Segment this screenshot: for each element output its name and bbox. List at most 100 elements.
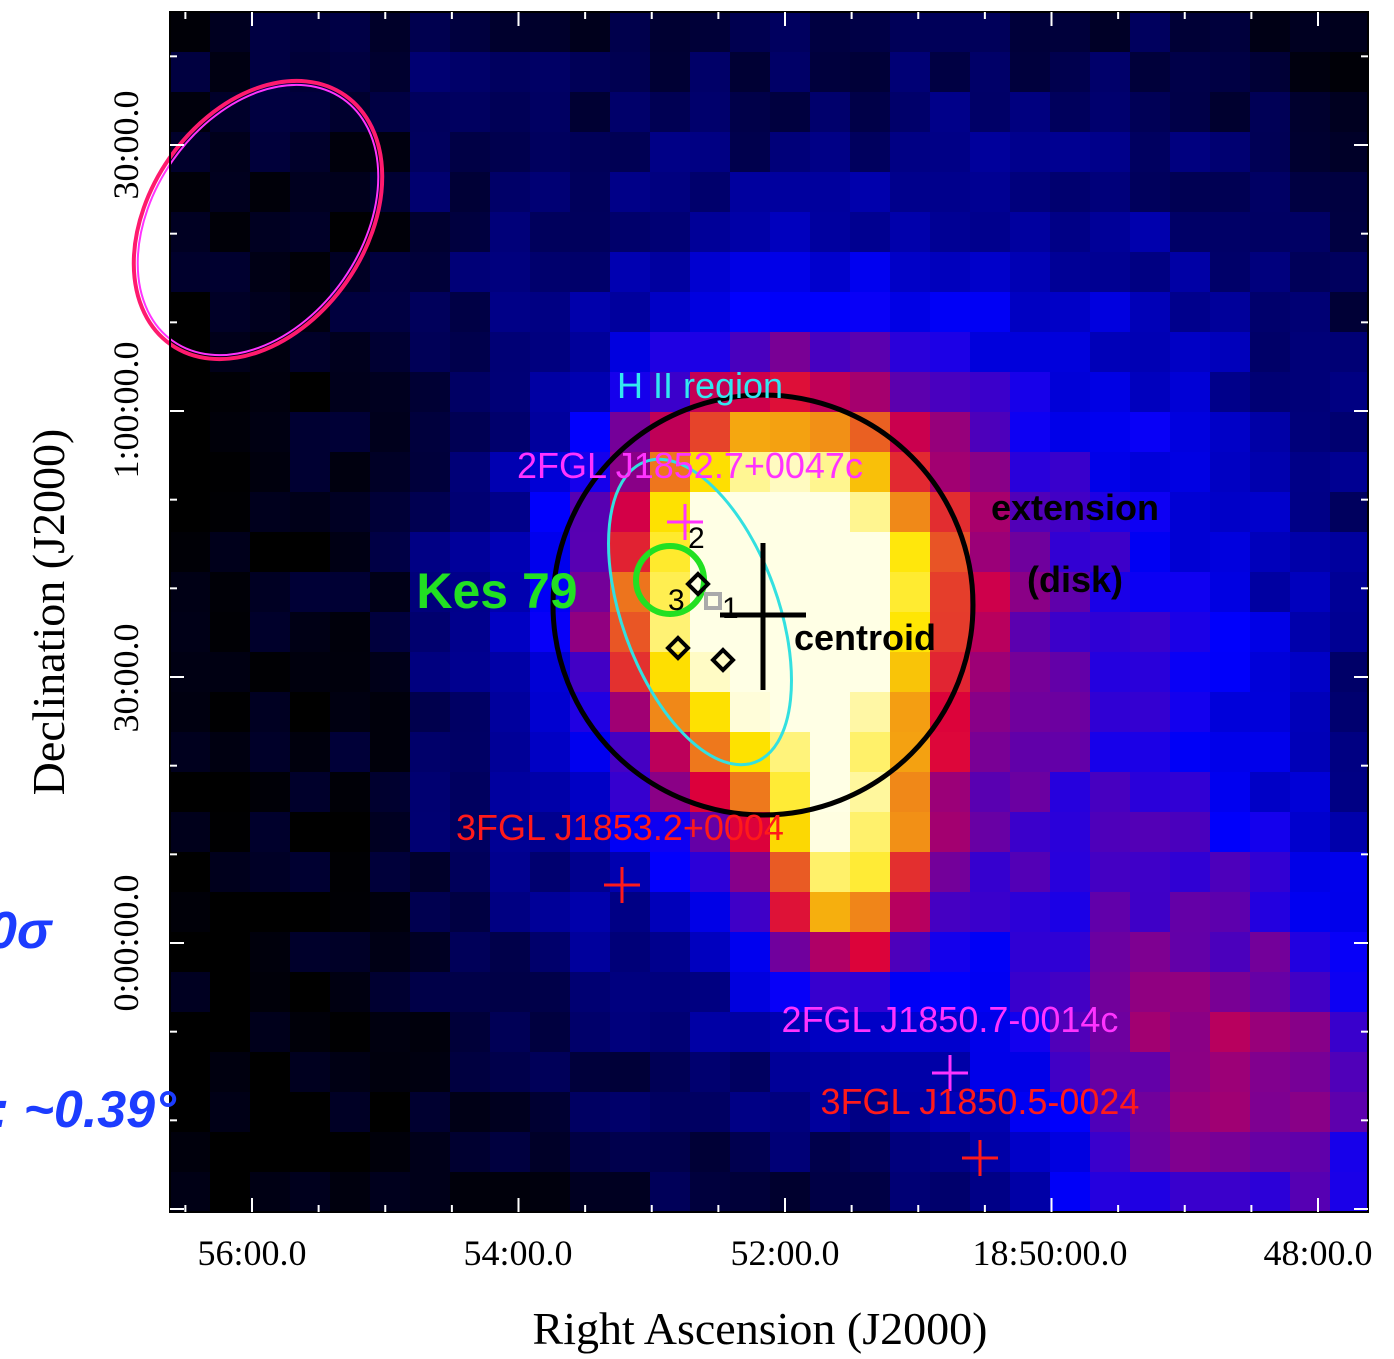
map-pixel xyxy=(370,1012,411,1053)
map-pixel xyxy=(530,172,571,213)
map-pixel xyxy=(650,852,691,893)
map-pixel xyxy=(1010,932,1051,973)
map-pixel xyxy=(1210,1092,1251,1133)
map-pixel xyxy=(530,132,571,173)
map-pixel xyxy=(210,52,251,93)
map-pixel xyxy=(370,812,411,853)
map-pixel xyxy=(170,652,211,693)
map-pixel xyxy=(1250,812,1291,853)
map-pixel xyxy=(930,212,971,253)
map-pixel xyxy=(290,452,331,493)
map-pixel xyxy=(530,332,571,373)
map-pixel xyxy=(290,892,331,933)
map-pixel xyxy=(970,412,1011,453)
map-pixel xyxy=(970,852,1011,893)
map-pixel xyxy=(730,692,771,733)
y-tick-label: 1:00:00.0 xyxy=(106,341,146,478)
map-pixel xyxy=(530,1092,571,1133)
map-pixel xyxy=(1170,1092,1211,1133)
map-pixel xyxy=(970,892,1011,933)
map-pixel xyxy=(1290,732,1331,773)
map-pixel xyxy=(370,692,411,733)
map-pixel xyxy=(290,732,331,773)
map-pixel xyxy=(690,132,731,173)
map-pixel xyxy=(170,492,211,533)
map-pixel xyxy=(1250,12,1291,53)
map-pixel xyxy=(290,252,331,293)
map-pixel xyxy=(1170,732,1211,773)
map-pixel xyxy=(730,1092,771,1133)
cropped-text: 0σ xyxy=(0,902,54,960)
map-pixel xyxy=(930,1172,971,1213)
map-pixel xyxy=(1330,812,1371,853)
map-pixel xyxy=(490,292,531,333)
map-pixel xyxy=(1210,292,1251,333)
map-pixel xyxy=(170,852,211,893)
map-pixel xyxy=(1050,1172,1091,1213)
map-pixel xyxy=(1010,772,1051,813)
map-pixel xyxy=(1170,372,1211,413)
map-pixel xyxy=(290,932,331,973)
map-pixel xyxy=(890,292,931,333)
map-pixel xyxy=(170,372,211,413)
map-pixel xyxy=(250,292,291,333)
map-pixel xyxy=(170,252,211,293)
map-pixel xyxy=(1170,292,1211,333)
map-pixel xyxy=(530,892,571,933)
map-pixel xyxy=(930,572,971,613)
map-pixel xyxy=(1370,292,1394,333)
map-pixel xyxy=(1250,452,1291,493)
map-pixel xyxy=(1090,812,1131,853)
map-pixel xyxy=(330,532,371,573)
map-pixel xyxy=(330,52,371,93)
map-pixel xyxy=(970,52,1011,93)
map-pixel xyxy=(1130,52,1171,93)
map-pixel xyxy=(1170,1172,1211,1213)
map-pixel xyxy=(170,692,211,733)
map-pixel xyxy=(810,92,851,133)
map-pixel xyxy=(1170,852,1211,893)
map-pixel xyxy=(690,1212,731,1253)
map-pixel xyxy=(1330,252,1371,293)
map-pixel xyxy=(450,172,491,213)
map-pixel xyxy=(1290,932,1331,973)
map-pixel xyxy=(690,1092,731,1133)
figure: H II region 2FGL J1852.7+0047c extension… xyxy=(0,0,1394,1359)
map-pixel xyxy=(210,212,251,253)
map-pixel xyxy=(250,932,291,973)
map-pixel xyxy=(1130,172,1171,213)
map-pixel xyxy=(410,492,451,533)
map-pixel xyxy=(610,1052,651,1093)
map-pixel xyxy=(810,492,851,533)
map-pixel xyxy=(450,12,491,53)
map-pixel xyxy=(810,172,851,213)
map-pixel xyxy=(1250,492,1291,533)
map-pixel xyxy=(610,1012,651,1053)
map-pixel xyxy=(410,692,451,733)
map-pixel xyxy=(930,292,971,333)
map-pixel xyxy=(170,92,211,133)
map-pixel xyxy=(770,172,811,213)
map-pixel xyxy=(650,932,691,973)
map-pixel xyxy=(410,172,451,213)
map-pixel xyxy=(1090,652,1131,693)
map-pixel xyxy=(1090,692,1131,733)
map-pixel xyxy=(1050,292,1091,333)
map-pixel xyxy=(690,52,731,93)
map-pixel xyxy=(250,252,291,293)
map-pixel xyxy=(1170,92,1211,133)
map-pixel xyxy=(730,92,771,133)
map-pixel xyxy=(530,1012,571,1053)
map-pixel xyxy=(210,572,251,613)
map-pixel xyxy=(730,252,771,293)
annotation: 3 xyxy=(668,584,685,617)
map-pixel xyxy=(890,1132,931,1173)
map-pixel xyxy=(1050,92,1091,133)
map-pixel xyxy=(1010,1132,1051,1173)
map-pixel xyxy=(210,652,251,693)
map-pixel xyxy=(170,52,211,93)
map-pixel xyxy=(370,492,411,533)
map-pixel xyxy=(930,772,971,813)
map-pixel xyxy=(1090,12,1131,53)
map-pixel xyxy=(1330,572,1371,613)
